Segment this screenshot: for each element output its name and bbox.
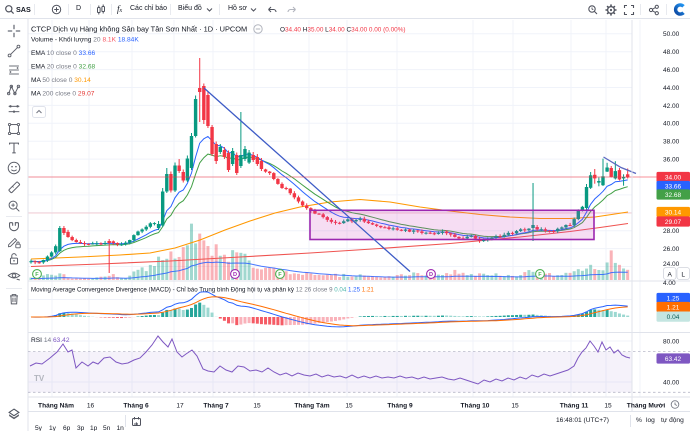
svg-text:Moving Average Convergence Div: Moving Average Convergence Divergence (M… <box>31 286 374 293</box>
svg-text:EMA 10 close 0 33.66: EMA 10 close 0 33.66 <box>31 50 95 57</box>
svg-text:46.00: 46.00 <box>663 67 680 74</box>
svg-text:RSI 14 63.42: RSI 14 63.42 <box>31 337 70 344</box>
svg-text:16: 16 <box>87 403 95 410</box>
svg-text:44.00: 44.00 <box>663 85 680 92</box>
svg-text:F: F <box>35 272 39 278</box>
svg-text:1.25: 1.25 <box>667 295 680 302</box>
svg-text:34.00: 34.00 <box>665 174 682 181</box>
svg-text:40.00: 40.00 <box>663 379 680 386</box>
svg-text:17: 17 <box>176 403 184 410</box>
svg-text:15: 15 <box>253 403 261 410</box>
svg-text:Tháng 6: Tháng 6 <box>123 403 149 410</box>
svg-text:36.00: 36.00 <box>663 157 680 164</box>
svg-text:30.14: 30.14 <box>665 209 682 216</box>
svg-text:29.07: 29.07 <box>665 219 682 226</box>
svg-text:Tháng 11: Tháng 11 <box>560 403 589 410</box>
svg-text:26.00: 26.00 <box>663 246 680 253</box>
svg-text:CTCP Dịch vụ Hàng không Sân ba: CTCP Dịch vụ Hàng không Sân bay Tân Sơn … <box>31 25 247 34</box>
svg-text:50.00: 50.00 <box>663 31 680 38</box>
svg-text:MA 200 close 0 29.07: MA 200 close 0 29.07 <box>31 91 95 98</box>
svg-text:D: D <box>429 272 433 278</box>
svg-text:Tháng Năm: Tháng Năm <box>38 403 74 410</box>
svg-text:F: F <box>278 272 282 278</box>
svg-text:D: D <box>233 272 237 278</box>
svg-text:33.66: 33.66 <box>665 183 682 190</box>
svg-text:MA 50 close 0 30.14: MA 50 close 0 30.14 <box>31 77 91 84</box>
svg-text:Tháng Tám: Tháng Tám <box>294 403 329 410</box>
svg-text:15: 15 <box>345 403 353 410</box>
svg-text:24.00: 24.00 <box>663 261 680 268</box>
svg-text:48.00: 48.00 <box>663 49 680 56</box>
svg-text:Tháng 9: Tháng 9 <box>387 403 413 410</box>
svg-text:A: A <box>667 272 672 279</box>
svg-text:Tháng 7: Tháng 7 <box>203 403 229 410</box>
svg-text:63.42: 63.42 <box>665 356 682 363</box>
svg-text:Volume - Khối lượng 20 8.1K 18: Volume - Khối lượng 20 8.1K 18.84K <box>31 34 139 43</box>
svg-text:42.00: 42.00 <box>663 103 680 110</box>
svg-text:TV: TV <box>34 374 45 383</box>
svg-text:32.68: 32.68 <box>665 192 682 199</box>
svg-text:4.00: 4.00 <box>663 280 676 287</box>
svg-text:Tháng 10: Tháng 10 <box>461 403 490 410</box>
svg-text:80.00: 80.00 <box>663 338 680 345</box>
svg-text:15: 15 <box>604 403 612 410</box>
svg-text:EMA 20 close 0 32.68: EMA 20 close 0 32.68 <box>31 64 95 71</box>
svg-text:15: 15 <box>511 403 519 410</box>
svg-text:Tháng Mười: Tháng Mười <box>627 403 666 410</box>
svg-text:40.00: 40.00 <box>663 121 680 128</box>
svg-text:1.21: 1.21 <box>667 304 680 311</box>
svg-text:F: F <box>538 272 542 278</box>
svg-text:0.04: 0.04 <box>667 314 680 321</box>
svg-text:38.00: 38.00 <box>663 139 680 146</box>
svg-text:28.00: 28.00 <box>663 228 680 235</box>
svg-text:O34.40 H35.00 L34.00 C34.00 0.: O34.40 H35.00 L34.00 C34.00 0.00 (0.00%) <box>280 27 406 34</box>
svg-text:L: L <box>681 272 685 279</box>
